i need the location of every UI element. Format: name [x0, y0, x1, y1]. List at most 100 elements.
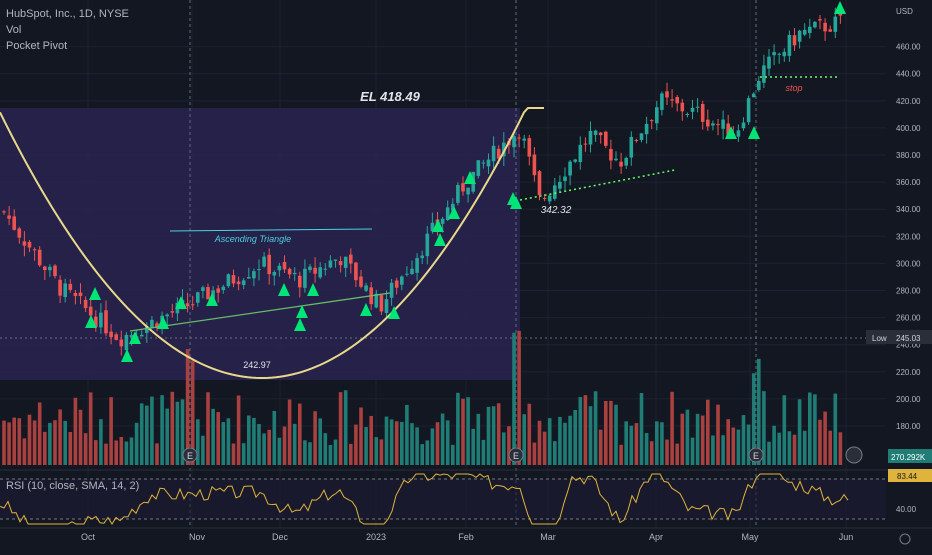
volume-bar — [746, 424, 751, 465]
candle-body — [63, 283, 67, 298]
candle-body — [527, 138, 532, 157]
volume-bar — [598, 429, 603, 465]
candle-body — [680, 102, 685, 112]
candle-body — [73, 292, 78, 297]
candle-body — [425, 233, 430, 257]
candle-body — [593, 130, 598, 135]
volume-bar — [767, 441, 771, 465]
volume-bar — [425, 440, 430, 465]
volume-bar — [670, 391, 674, 465]
pocket-pivot-marker — [296, 305, 308, 318]
candle-body — [226, 274, 231, 287]
candle-body — [262, 256, 266, 267]
volume-bar — [690, 437, 695, 465]
volume-indicator-label[interactable]: Vol — [6, 24, 22, 36]
pocket-pivot-marker — [121, 349, 133, 362]
volume-bar — [522, 414, 526, 465]
candle-body — [813, 21, 817, 28]
volume-bar — [241, 443, 246, 465]
volume-bar — [134, 422, 139, 465]
volume-bar — [578, 397, 583, 465]
volume-bar — [12, 417, 16, 465]
pocket-pivot-marker — [157, 316, 169, 329]
volume-bar — [257, 423, 261, 465]
candle-body — [354, 262, 358, 281]
low-badge-value: 245.03 — [896, 334, 921, 343]
candle-body — [12, 216, 16, 230]
pocket-pivot-marker — [175, 296, 187, 309]
candle-body — [83, 299, 88, 309]
candle-body — [757, 80, 761, 90]
volume-bar — [83, 433, 88, 465]
candle-body — [644, 123, 649, 135]
volume-bar — [277, 437, 282, 465]
candle-body — [808, 26, 812, 33]
candle-body — [318, 267, 322, 278]
volume-bar — [558, 416, 562, 465]
volume-bar — [119, 436, 124, 465]
volume-bar — [160, 395, 164, 465]
candle-body — [7, 215, 11, 219]
volume-bar — [190, 360, 195, 465]
volume-bar — [384, 416, 389, 465]
volume-bar — [318, 418, 322, 465]
volume-bar — [507, 426, 511, 465]
candle-body — [359, 276, 363, 287]
candle-body — [726, 123, 730, 138]
rsi-line — [0, 473, 849, 525]
candle-body — [614, 158, 618, 161]
volume-bar — [547, 418, 552, 465]
candle-body — [502, 142, 506, 157]
rsi-indicator-label[interactable]: RSI (10, close, SMA, 14, 2) — [6, 480, 140, 492]
candle-body — [700, 104, 705, 122]
volume-bar — [99, 419, 103, 465]
volume-bar — [532, 442, 537, 465]
price-tick-label: 340.00 — [896, 205, 921, 214]
volume-bar — [721, 435, 725, 465]
time-tick-label: Feb — [458, 532, 474, 542]
price-tick-label: 420.00 — [896, 97, 921, 106]
volume-bar — [196, 419, 200, 465]
volume-bar — [389, 419, 394, 465]
earnings-icon — [508, 447, 524, 463]
candle-body — [690, 107, 695, 112]
volume-bar — [757, 358, 761, 465]
ascending-triangle-label: Ascending Triangle — [214, 234, 291, 244]
candle-body — [670, 99, 674, 101]
candle-body — [17, 228, 22, 238]
pocket-pivot-marker — [432, 219, 444, 232]
stop-label: stop — [785, 83, 802, 93]
candle-body — [828, 29, 832, 32]
candle-body — [349, 254, 353, 264]
volume-bar — [726, 419, 730, 465]
volume-bar — [542, 431, 547, 465]
time-tick-label: Apr — [649, 532, 663, 542]
volume-bar — [604, 401, 608, 465]
volume-bar — [802, 430, 807, 465]
currency-label: USD — [896, 7, 913, 16]
candle-body — [751, 93, 756, 98]
price-tick-label: 400.00 — [896, 124, 921, 133]
volume-bar — [231, 443, 236, 465]
candle-body — [389, 282, 394, 298]
settings-gear-icon — [899, 533, 911, 545]
volume-bar — [833, 393, 838, 465]
price-tick-label: 220.00 — [896, 368, 921, 377]
candle-body — [782, 51, 787, 57]
volume-bar — [624, 421, 628, 465]
volume-bar — [430, 428, 435, 465]
volume-bar — [359, 407, 363, 465]
candle-body — [598, 132, 603, 136]
volume-bar — [394, 421, 399, 465]
volume-bar — [226, 418, 231, 465]
candle-body — [216, 288, 220, 293]
volume-bar — [461, 398, 465, 465]
candle-body — [517, 137, 521, 139]
volume-bar — [711, 435, 715, 465]
candle-body — [282, 262, 287, 270]
pocket-pivot-indicator-label[interactable]: Pocket Pivot — [6, 40, 68, 52]
volume-bar — [813, 394, 817, 465]
candle-body — [481, 162, 486, 164]
